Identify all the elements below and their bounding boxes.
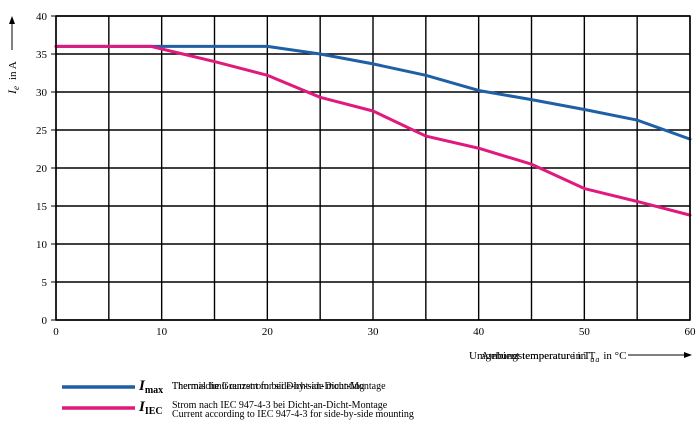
- y-tick-label: 20: [36, 163, 48, 175]
- svg-text:Iein A: Ie in A: [5, 61, 21, 95]
- legend-symbol-imax: I: [138, 378, 146, 394]
- legend-subscript-iiec: IEC: [145, 406, 163, 417]
- y-tick-label: 5: [42, 277, 48, 289]
- x-axis-arrowhead: [684, 352, 692, 358]
- svg-text:Imax: Imax: [138, 378, 163, 396]
- y-tick-label: 15: [36, 201, 48, 213]
- y-tick-label: 0: [42, 315, 48, 327]
- legend-subscript-imax: max: [145, 385, 163, 396]
- y-tick-label: 35: [36, 49, 48, 61]
- x-tick-label: 60: [685, 326, 696, 338]
- y-axis-arrowhead: [9, 16, 15, 24]
- y-axis-symbol: I: [5, 89, 19, 95]
- legend-symbol-iiec: I: [138, 399, 146, 415]
- legend-desc-de-iiec: Strom nach IEC 947-4-3 bei Dicht-an-Dich…: [172, 400, 388, 411]
- svg-text:IIEC: IIEC: [138, 399, 163, 417]
- x-tick-labels: 0 10 20 30 40 50 60: [53, 326, 696, 338]
- y-tick-label: 25: [36, 125, 48, 137]
- x-tick-label: 50: [579, 326, 591, 338]
- series-lines: [54, 44, 692, 217]
- x-tick-label: 10: [156, 326, 168, 338]
- legend: Imax Thermische Grenzstrom bei Dicht-an-…: [62, 378, 414, 420]
- y-tick-label: 30: [36, 87, 48, 99]
- legend-item-imax: Imax Thermische Grenzstrom bei Dicht-an-…: [62, 378, 386, 396]
- y-tick-label: 10: [36, 239, 48, 251]
- x-axis-title-en: Ambient temperature in T: [481, 350, 596, 362]
- x-tick-label: 30: [368, 326, 380, 338]
- x-tick-label: 40: [473, 326, 485, 338]
- legend-desc-en-iiec: Current according to IEC 947-4-3 for sid…: [172, 409, 414, 420]
- y-axis-subscript: e: [11, 86, 21, 90]
- legend-item-iiec: IIEC Strom nach IEC 947-4-3 bei Dicht-an…: [62, 399, 414, 420]
- y-axis-unit: in A: [7, 61, 19, 80]
- y-tick-label: 40: [36, 11, 48, 23]
- y-tick-labels: 0 5 10 15 20 25 30 35 40: [36, 11, 56, 327]
- x-axis-unit: in °C: [603, 350, 626, 362]
- series-line-imax: [54, 44, 692, 141]
- x-axis-title-de: Umgebungstemperatur in T: [469, 350, 591, 362]
- y-axis-title: Ie in A: [5, 61, 21, 95]
- x-tick-label: 20: [262, 326, 274, 338]
- legend-desc-en-imax: Thermal limit current for side-by-side m…: [172, 381, 364, 392]
- series-line-iiec: [54, 44, 692, 217]
- x-axis-title: Umgebungstemperatur in Ta Ambient temper…: [469, 350, 626, 364]
- grid: [55, 15, 691, 321]
- x-tick-label: 0: [53, 326, 59, 338]
- svg-text:Umgebungstemperatur in Ta: Umgebungstemperatur in Ta: [469, 350, 594, 364]
- legend-desc-de-imax: Thermische Grenzstrom bei Dicht-an-Dicht…: [172, 381, 386, 392]
